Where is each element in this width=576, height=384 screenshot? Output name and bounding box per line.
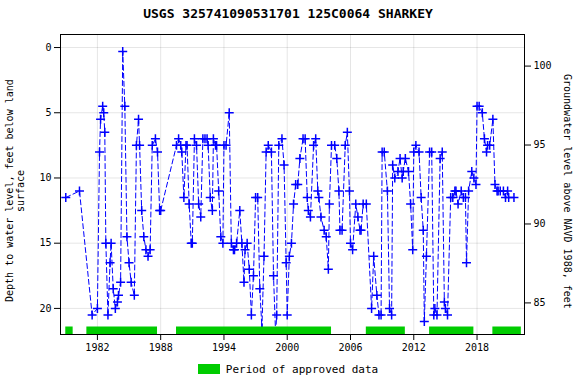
svg-text:95: 95 — [534, 139, 546, 150]
html-text:Depth to water level, feet bel: Depth to water level, feet below land su… — [4, 79, 26, 303]
svg-text:2012: 2012 — [402, 342, 426, 353]
svg-text:1982: 1982 — [85, 342, 109, 353]
svg-text:10: 10 — [39, 172, 51, 183]
svg-text:1988: 1988 — [149, 342, 173, 353]
svg-text:0: 0 — [45, 42, 51, 53]
svg-text:5: 5 — [45, 107, 51, 118]
svg-text:100: 100 — [534, 60, 552, 71]
svg-text:1994: 1994 — [212, 342, 236, 353]
svg-text:20: 20 — [39, 303, 51, 314]
svg-text:2000: 2000 — [275, 342, 299, 353]
html-text:Period of approved data: Period of approved data — [225, 362, 379, 376]
html-text:USGS 325741090531701 125C0064: USGS 325741090531701 125C0064 SHARKEY — [143, 6, 433, 21]
html-text:Groundwater level above NAVD 1: Groundwater level above NAVD 1988, feet — [561, 73, 573, 309]
svg-text:2018: 2018 — [465, 342, 489, 353]
svg-text:15: 15 — [39, 237, 51, 248]
svg-text:90: 90 — [534, 218, 546, 229]
svg-text:2006: 2006 — [338, 342, 362, 353]
svg-text:85: 85 — [534, 297, 546, 308]
